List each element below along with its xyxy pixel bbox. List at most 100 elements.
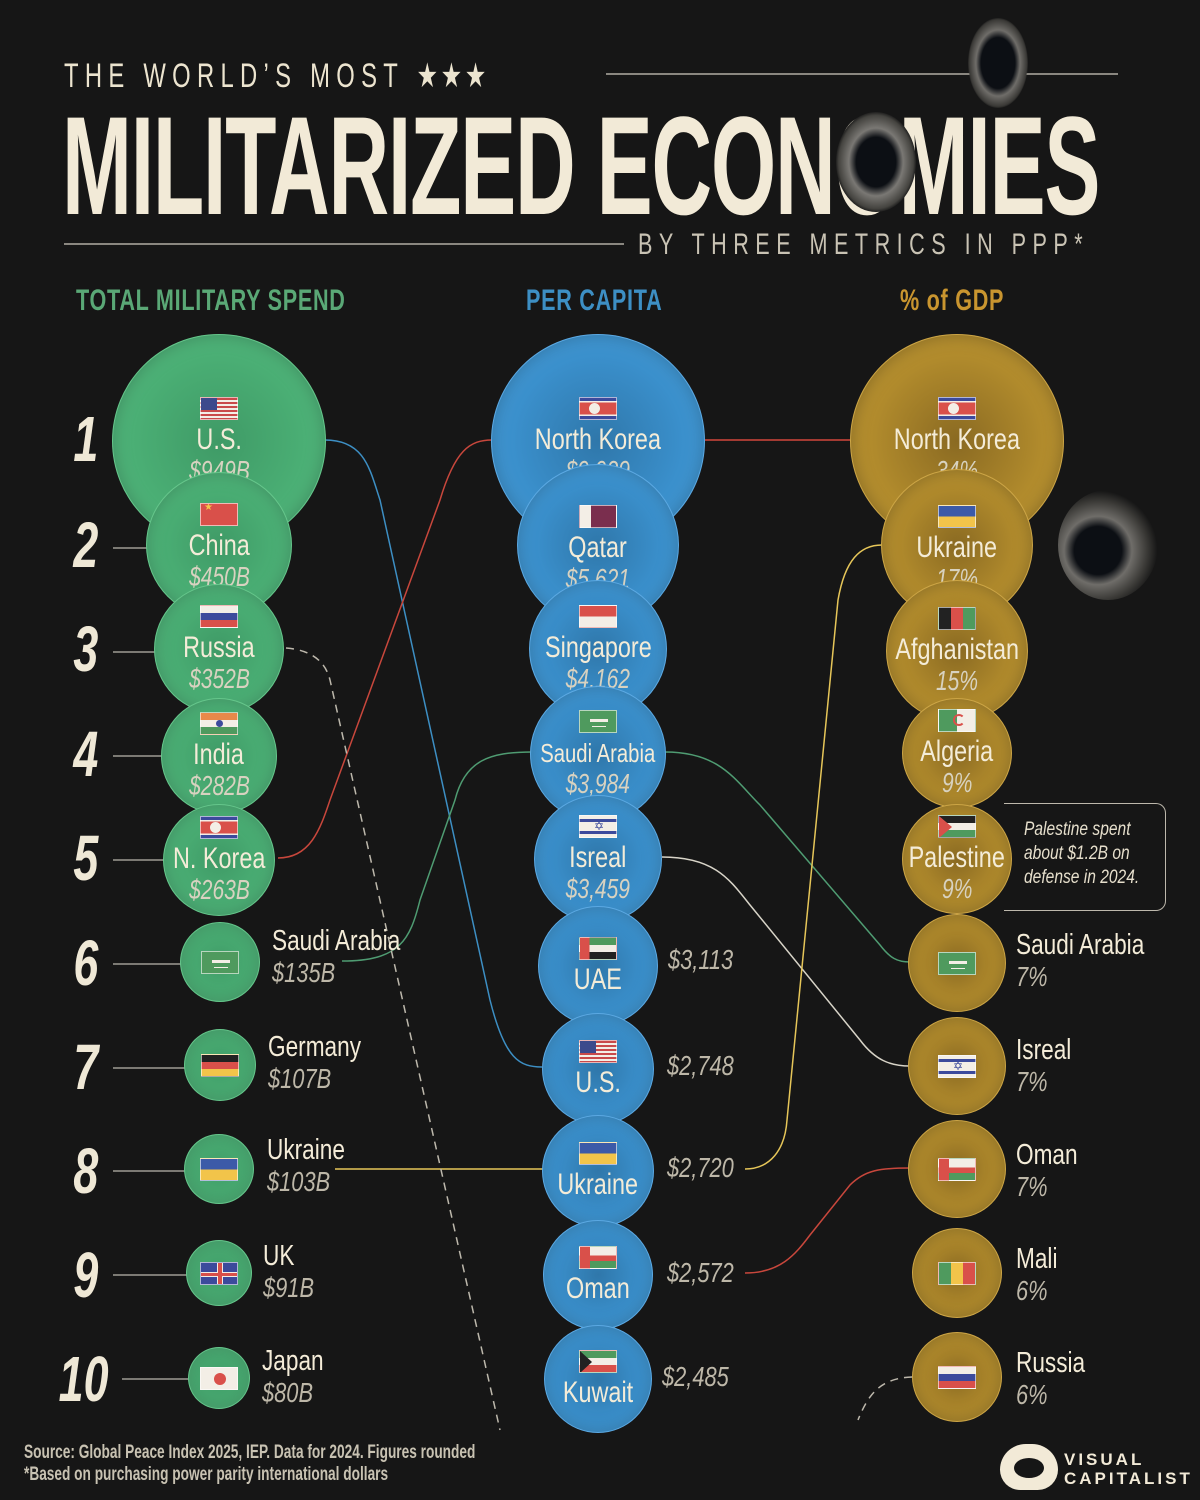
bubble-gdp-mali[interactable]	[912, 1228, 1002, 1318]
connector-oman	[744, 1167, 911, 1274]
bubble-per-capita-israel[interactable]: ✡ Isreal $3,459	[534, 795, 662, 923]
page-title: MILITARIZED ECONOMIES	[62, 87, 1100, 244]
rank-tick	[113, 755, 163, 757]
flag-jp-icon	[200, 1366, 238, 1390]
flag-om-icon	[938, 1157, 976, 1181]
bubble-gdp-israel[interactable]: ✡	[908, 1017, 1006, 1115]
country-name: Isreal	[569, 840, 627, 874]
flag-dz-icon	[938, 708, 976, 732]
country-value: $3,459	[565, 872, 631, 904]
bubble-gdp-oman[interactable]	[908, 1120, 1006, 1218]
rank-tick	[122, 1378, 189, 1380]
country-name: North Korea	[893, 422, 1021, 456]
country-name: Ukraine	[557, 1167, 639, 1201]
side-value-per-capita-kuwait: $2,485	[662, 1361, 729, 1392]
bubble-gdp-russia[interactable]	[912, 1332, 1002, 1422]
rank-number: 6	[73, 927, 99, 999]
country-name: Oman	[566, 1271, 630, 1305]
callout-text: Palestine spent about $1.2B on defense i…	[1024, 819, 1140, 888]
flag-il-icon: ✡	[579, 814, 617, 838]
column-header-per-capita: PER CAPITA	[526, 284, 663, 317]
flag-qa-icon	[579, 504, 617, 528]
side-label-total-uk: UK $91B	[263, 1240, 315, 1303]
bubble-per-capita-oman[interactable]: Oman	[543, 1220, 653, 1330]
rank-tick	[113, 963, 181, 965]
flag-cn-icon: ★	[200, 502, 238, 526]
side-label-total-saudi-arabia: Saudi Arabia $135B	[272, 925, 401, 988]
side-value-per-capita-ukraine: $2,720	[667, 1152, 734, 1183]
flag-in-icon	[200, 711, 238, 735]
bubble-total-ukraine[interactable]	[184, 1134, 254, 1204]
header-rule-bottom	[64, 243, 624, 245]
rank-tick	[113, 1274, 188, 1276]
flag-af-icon	[938, 606, 976, 630]
flag-us-icon	[200, 396, 238, 420]
rank-number: 8	[73, 1135, 99, 1207]
country-value: $263B	[188, 873, 250, 905]
bullet-hole-icon	[968, 18, 1028, 108]
flag-sg-icon	[579, 604, 617, 628]
flag-us-icon	[579, 1039, 617, 1063]
country-name: North Korea	[534, 422, 662, 456]
connector-russia-gdp	[857, 1376, 913, 1421]
country-value: 9%	[941, 766, 973, 798]
rank-tick	[113, 651, 155, 653]
bubble-gdp-afghanistan[interactable]: Afghanistan 15%	[886, 580, 1028, 722]
country-name: N. Korea	[172, 841, 266, 875]
bubble-total-japan[interactable]	[188, 1347, 250, 1409]
header-rule-top	[606, 73, 1118, 75]
side-label-gdp-israel: Isreal 7%	[1016, 1034, 1072, 1097]
rank-number: 3	[73, 613, 99, 685]
country-value: $282B	[188, 769, 250, 801]
bubble-per-capita-us[interactable]: U.S.	[542, 1013, 654, 1125]
flag-kw-icon	[579, 1349, 617, 1373]
side-label-gdp-mali: Mali 6%	[1016, 1243, 1058, 1306]
bubble-per-capita-ukraine[interactable]: Ukraine	[542, 1115, 654, 1227]
bubble-total-india[interactable]: India $282B	[161, 698, 277, 814]
connector-saudi-arabia-gdp	[664, 751, 911, 963]
flag-gb-icon	[200, 1261, 238, 1285]
flag-ru-icon	[200, 604, 238, 628]
footer-source: Source: Global Peace Index 2025, IEP. Da…	[24, 1442, 476, 1485]
side-label-gdp-russia: Russia 6%	[1016, 1347, 1086, 1410]
logo-text: VISUAL CAPITALIST	[1064, 1450, 1193, 1488]
side-value-per-capita-oman: $2,572	[667, 1257, 734, 1288]
country-name: Palestine	[908, 840, 1006, 874]
side-label-total-germany: Germany $107B	[268, 1031, 362, 1094]
bubble-total-north-korea[interactable]: N. Korea $263B	[163, 804, 275, 916]
flag-ae-icon	[579, 936, 617, 960]
side-label-total-ukraine: Ukraine $103B	[267, 1134, 345, 1197]
bubble-total-saudi-arabia[interactable]	[180, 922, 260, 1002]
country-value: 15%	[935, 664, 979, 696]
bubble-per-capita-uae[interactable]: UAE	[538, 906, 658, 1026]
bubble-gdp-palestine[interactable]: Palestine 9%	[902, 804, 1012, 914]
rank-number: 9	[73, 1239, 99, 1311]
bubble-total-uk[interactable]	[186, 1240, 252, 1306]
country-name: Afghanistan	[895, 632, 1019, 666]
flag-il-icon: ✡	[938, 1054, 976, 1078]
rank-number: 4	[73, 718, 99, 790]
callout-box	[1004, 803, 1166, 911]
country-value: $352B	[188, 662, 250, 694]
bubble-gdp-saudi-arabia[interactable]	[908, 914, 1006, 1012]
bullet-hole-icon	[1058, 490, 1158, 600]
flag-kp-icon	[938, 396, 976, 420]
bubble-total-russia[interactable]: Russia $352B	[154, 584, 284, 714]
bubble-gdp-algeria[interactable]: Algeria 9%	[902, 698, 1012, 808]
rank-number: 5	[73, 822, 99, 894]
flag-om-icon	[579, 1245, 617, 1269]
country-name: Algeria	[920, 734, 994, 768]
flag-kp-icon	[579, 396, 617, 420]
country-name: Singapore	[544, 630, 652, 664]
side-label-total-japan: Japan $80B	[262, 1345, 324, 1408]
side-value-per-capita-us: $2,748	[667, 1050, 734, 1081]
bubble-per-capita-kuwait[interactable]: Kuwait	[544, 1325, 652, 1433]
rank-tick	[113, 859, 165, 861]
side-label-gdp-oman: Oman 7%	[1016, 1139, 1078, 1202]
country-value: 9%	[941, 872, 973, 904]
flag-ua-icon	[579, 1141, 617, 1165]
rank-number: 2	[73, 509, 99, 581]
flag-ua-icon	[938, 504, 976, 528]
bubble-total-germany[interactable]	[184, 1029, 256, 1101]
flag-de-icon	[201, 1053, 239, 1077]
